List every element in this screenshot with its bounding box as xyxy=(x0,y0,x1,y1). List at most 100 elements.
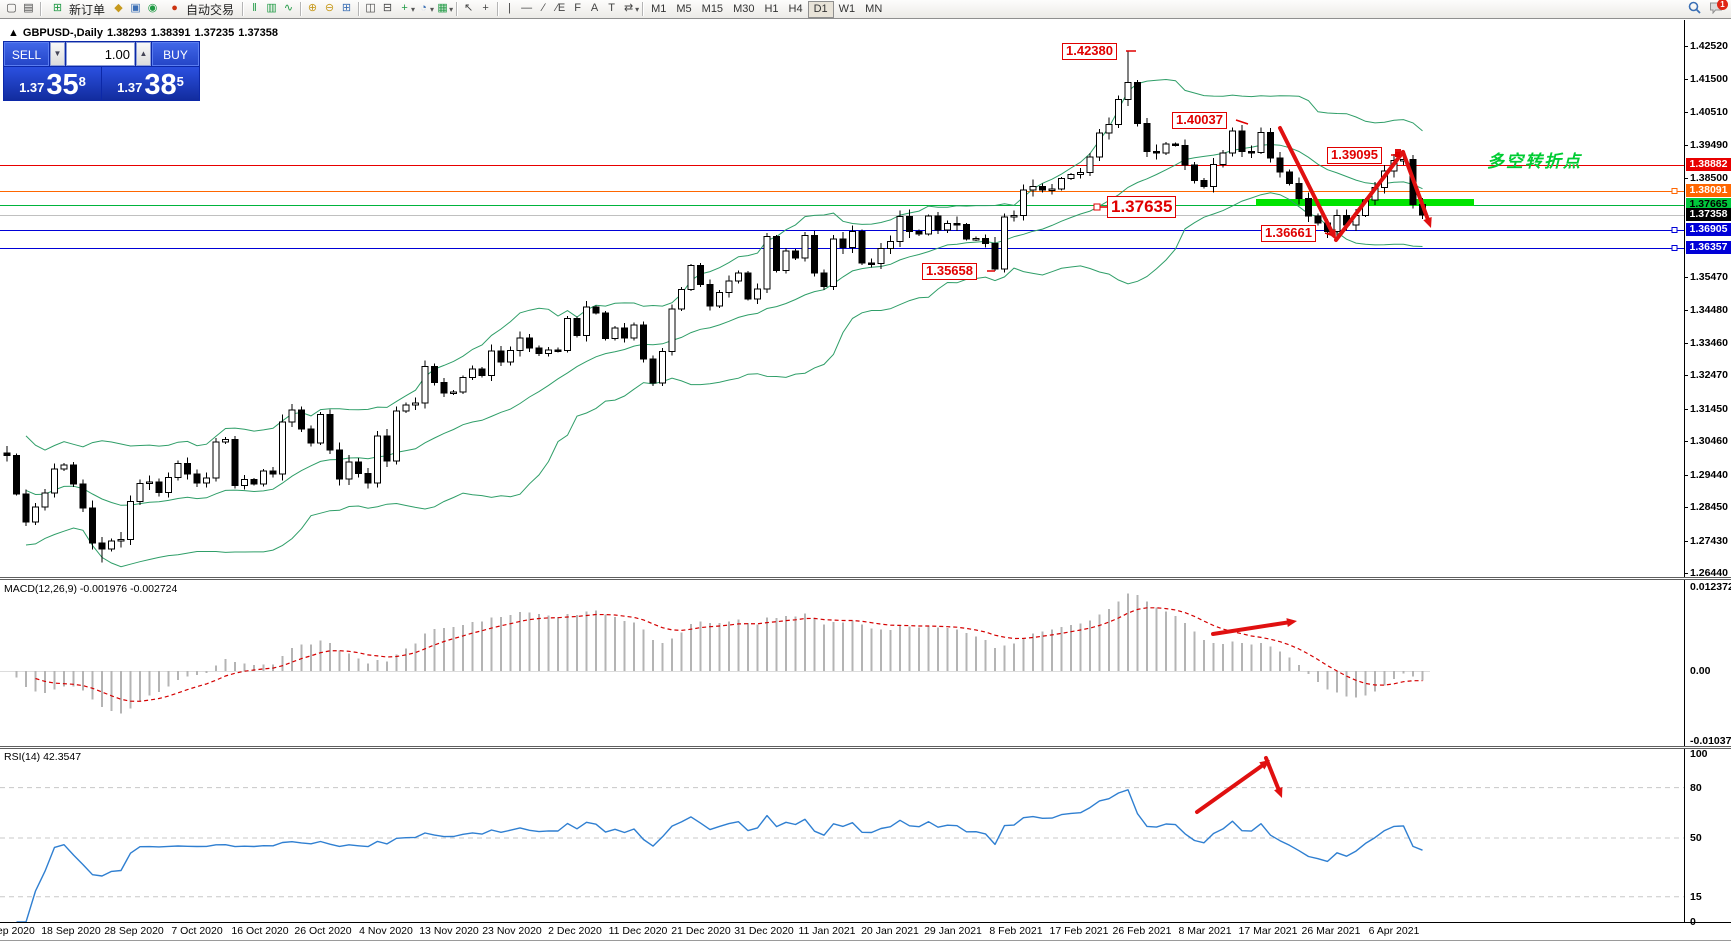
timeframe-w1[interactable]: W1 xyxy=(838,2,856,15)
price-tick: 1.39490 xyxy=(1690,139,1728,152)
arrows-icon[interactable]: ⇄ xyxy=(623,2,634,14)
price-line-badge: 1.38882 xyxy=(1686,158,1731,172)
price-tick: 1.32470 xyxy=(1690,369,1728,382)
macd-trend-arrow xyxy=(1211,618,1297,636)
macd-panel-canvas[interactable] xyxy=(0,580,1684,746)
lot-increase-button[interactable]: ▲ xyxy=(136,42,151,66)
tile-windows-icon[interactable]: ⊞ xyxy=(341,2,352,14)
timeframe-m1[interactable]: M1 xyxy=(651,2,667,15)
candle-chart-type-icon[interactable]: ▥ xyxy=(266,2,277,14)
buy-price[interactable]: 1.37 38 5 xyxy=(102,67,199,100)
price-callout-label[interactable]: 1.40037 xyxy=(1172,112,1227,129)
price-callout-label[interactable]: 1.37635 xyxy=(1107,196,1177,218)
channel-icon[interactable]: ∕E xyxy=(555,2,566,14)
autotrade-button[interactable]: ● 自动交易 xyxy=(161,1,239,18)
price-callout-label[interactable]: 1.35658 xyxy=(922,263,977,280)
rsi-label: RSI(14) 42.3547 xyxy=(4,751,82,763)
template-icon[interactable]: ▦ xyxy=(437,2,448,14)
indicator-window-icon[interactable]: ◫ xyxy=(365,2,376,14)
price-tick-dash xyxy=(1684,540,1688,542)
panel-splitter[interactable] xyxy=(0,577,1731,580)
price-tick: 1.35470 xyxy=(1690,271,1728,284)
symbol-title: GBPUSD-,Daily xyxy=(22,27,103,39)
toolbar: ▢ ▤ ⊞ 新订单 ◆ ▣ ◉ ● 自动交易 ‖ ▥ ∿ ⊕ ⊖ ⊞ ◫ ⊟ + ▾ ◔ ▾ ▦ ▾ ↖ + | — ∕ ∕E F A T ⇄ ▾… xyxy=(0,0,1731,19)
text-icon[interactable]: A xyxy=(590,2,599,14)
price-line-badge: 1.38091 xyxy=(1686,184,1731,198)
lot-size-input[interactable] xyxy=(66,42,135,66)
new-order-button-label: 新订单 xyxy=(69,2,106,17)
timeframe-h1[interactable]: H1 xyxy=(764,2,779,15)
date-label: 8 Mar 2021 xyxy=(1178,925,1232,937)
toolbar-separator xyxy=(242,2,244,16)
cursor-icon[interactable]: ↖ xyxy=(463,2,474,14)
date-label: 11 Jan 2021 xyxy=(798,925,856,937)
date-label: 28 Sep 2020 xyxy=(104,925,164,937)
rsi-tick: 50 xyxy=(1690,832,1702,844)
label-icon[interactable]: T xyxy=(608,2,615,14)
terminal-icon[interactable]: ▣ xyxy=(130,2,141,14)
price-callout-label[interactable]: 1.39095 xyxy=(1327,147,1382,164)
timeframe-m30[interactable]: M30 xyxy=(733,2,755,15)
price-callout-label[interactable]: 1.42380 xyxy=(1062,43,1117,60)
timeframe-m15[interactable]: M15 xyxy=(701,2,724,15)
add-indicator-icon[interactable]: + xyxy=(401,2,408,14)
chart-profile-icon[interactable]: ▤ xyxy=(23,2,34,14)
arrows-icon-caret[interactable]: ▾ xyxy=(635,4,640,14)
fibonacci-icon[interactable]: F xyxy=(574,2,581,14)
panel-splitter[interactable] xyxy=(0,746,1731,749)
collapse-marker-icon[interactable]: ▲ xyxy=(8,27,19,39)
new-order-icon: ⊞ xyxy=(52,2,63,14)
date-label: 9 Sep 2020 xyxy=(0,925,35,937)
signal-icon[interactable]: ◉ xyxy=(147,2,158,14)
price-tick: 1.31450 xyxy=(1690,402,1728,415)
indicator-subwindow-icon[interactable]: ⊟ xyxy=(382,2,393,14)
macd-tick: 0.00 xyxy=(1690,665,1711,677)
vertical-line-icon[interactable]: | xyxy=(508,2,511,14)
autotrade-icon: ● xyxy=(171,2,178,14)
line-chart-type-icon[interactable]: ∿ xyxy=(283,2,294,14)
price-chart-canvas[interactable] xyxy=(0,20,1684,577)
date-label: 13 Nov 2020 xyxy=(419,925,479,937)
search-icon[interactable] xyxy=(1686,1,1703,17)
bar-chart-type-icon[interactable]: ‖ xyxy=(252,2,257,14)
price-tick: 1.28450 xyxy=(1690,501,1728,514)
rsi-panel-canvas[interactable] xyxy=(0,749,1684,922)
rsi-tick: 100 xyxy=(1690,748,1708,760)
zoom-in-icon[interactable]: ⊕ xyxy=(307,2,318,14)
sell-price[interactable]: 1.37 35 8 xyxy=(4,67,101,100)
template-icon-caret[interactable]: ▾ xyxy=(449,4,454,14)
horizontal-line-icon[interactable]: — xyxy=(521,2,533,14)
deposit-icon[interactable]: ◆ xyxy=(114,2,123,14)
trendline-icon[interactable]: ∕ xyxy=(542,2,545,14)
sell-price-prefix: 1.37 xyxy=(19,80,45,95)
timeframe-m5[interactable]: M5 xyxy=(676,2,692,15)
new-chart-icon[interactable]: ▢ xyxy=(6,2,17,14)
zoom-out-icon[interactable]: ⊖ xyxy=(324,2,335,14)
add-indicator-icon-caret[interactable]: ▾ xyxy=(411,4,416,14)
chinese-annotation[interactable]: 多空转折点 xyxy=(1487,152,1582,171)
timeframe-d1[interactable]: D1 xyxy=(807,0,834,18)
toolbar-separator xyxy=(40,2,41,16)
sell-button[interactable]: SELL xyxy=(4,42,49,66)
price-callout-label[interactable]: 1.36661 xyxy=(1261,225,1316,242)
date-label: 18 Sep 2020 xyxy=(41,925,101,937)
horizontal-lines xyxy=(0,165,1684,251)
toolbar-separator xyxy=(497,2,499,16)
buy-button[interactable]: BUY xyxy=(152,42,199,66)
price-tick-dash xyxy=(1684,441,1688,443)
new-order-button[interactable]: ⊞ 新订单 xyxy=(44,1,110,18)
period-clock-icon-caret[interactable]: ▾ xyxy=(430,4,435,14)
notification-icon[interactable]: 1 xyxy=(1707,0,1728,17)
lot-decrease-button[interactable]: ▼ xyxy=(50,42,65,66)
timeframe-mn[interactable]: MN xyxy=(865,2,883,15)
date-label: 6 Apr 2021 xyxy=(1368,925,1420,937)
autotrade-button-label: 自动交易 xyxy=(186,2,235,17)
date-label: 17 Feb 2021 xyxy=(1049,925,1109,937)
date-label: 29 Jan 2021 xyxy=(924,925,982,937)
crosshair-icon[interactable]: + xyxy=(482,2,489,14)
timeframe-h4[interactable]: H4 xyxy=(788,2,803,15)
period-clock-icon[interactable]: ◔ xyxy=(420,2,427,14)
price-axis-line xyxy=(1684,20,1685,922)
